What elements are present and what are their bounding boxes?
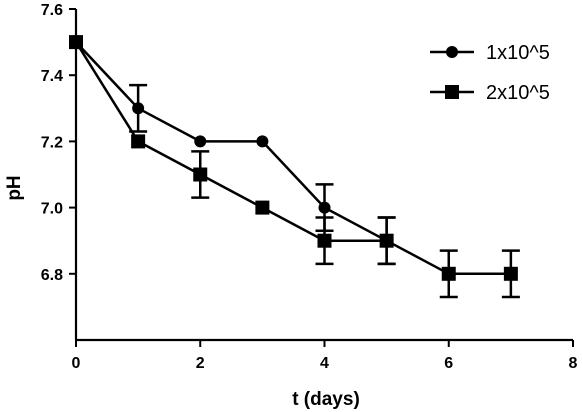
x-tick-label: 8 [569, 355, 578, 372]
data-point [256, 135, 269, 148]
legend-label: 1x10^5 [486, 42, 550, 64]
x-tick-label: 4 [320, 355, 329, 372]
x-axis-label: t (days) [292, 389, 360, 410]
legend-marker [446, 46, 458, 58]
data-point [379, 233, 394, 248]
y-tick-label: 7.0 [41, 201, 63, 218]
data-point [503, 266, 518, 281]
y-tick-label: 7.4 [41, 68, 63, 85]
legend-item-2: 2x10^5 [430, 82, 550, 104]
data-point [318, 201, 331, 214]
data-point [194, 135, 207, 148]
x-tick-label: 0 [72, 355, 81, 372]
series-line [75, 41, 388, 242]
y-tick-label: 7.2 [41, 134, 63, 151]
legend-item-1: 1x10^5 [430, 42, 550, 64]
series-2 [69, 35, 520, 299]
axes: 0 2 4 6 8 6.8 7.0 7.2 7.4 7.6 [41, 2, 578, 372]
series-layer [69, 35, 520, 299]
series-1 [70, 36, 396, 266]
data-point [131, 134, 146, 149]
data-point [441, 266, 456, 281]
data-point [317, 233, 332, 248]
series-line [74, 41, 511, 276]
y-axis-label: pH [4, 175, 25, 200]
y-tick-label: 7.6 [41, 2, 63, 19]
x-tick-label: 6 [444, 355, 453, 372]
data-point [69, 35, 83, 50]
data-point [132, 102, 145, 115]
data-point [193, 167, 208, 182]
x-tick-label: 2 [196, 355, 205, 372]
data-point [255, 200, 270, 215]
legend: 1x10^5 2x10^5 [430, 42, 550, 104]
legend-marker [445, 85, 459, 99]
y-tick-label: 6.8 [41, 267, 63, 284]
legend-label: 2x10^5 [486, 82, 550, 104]
